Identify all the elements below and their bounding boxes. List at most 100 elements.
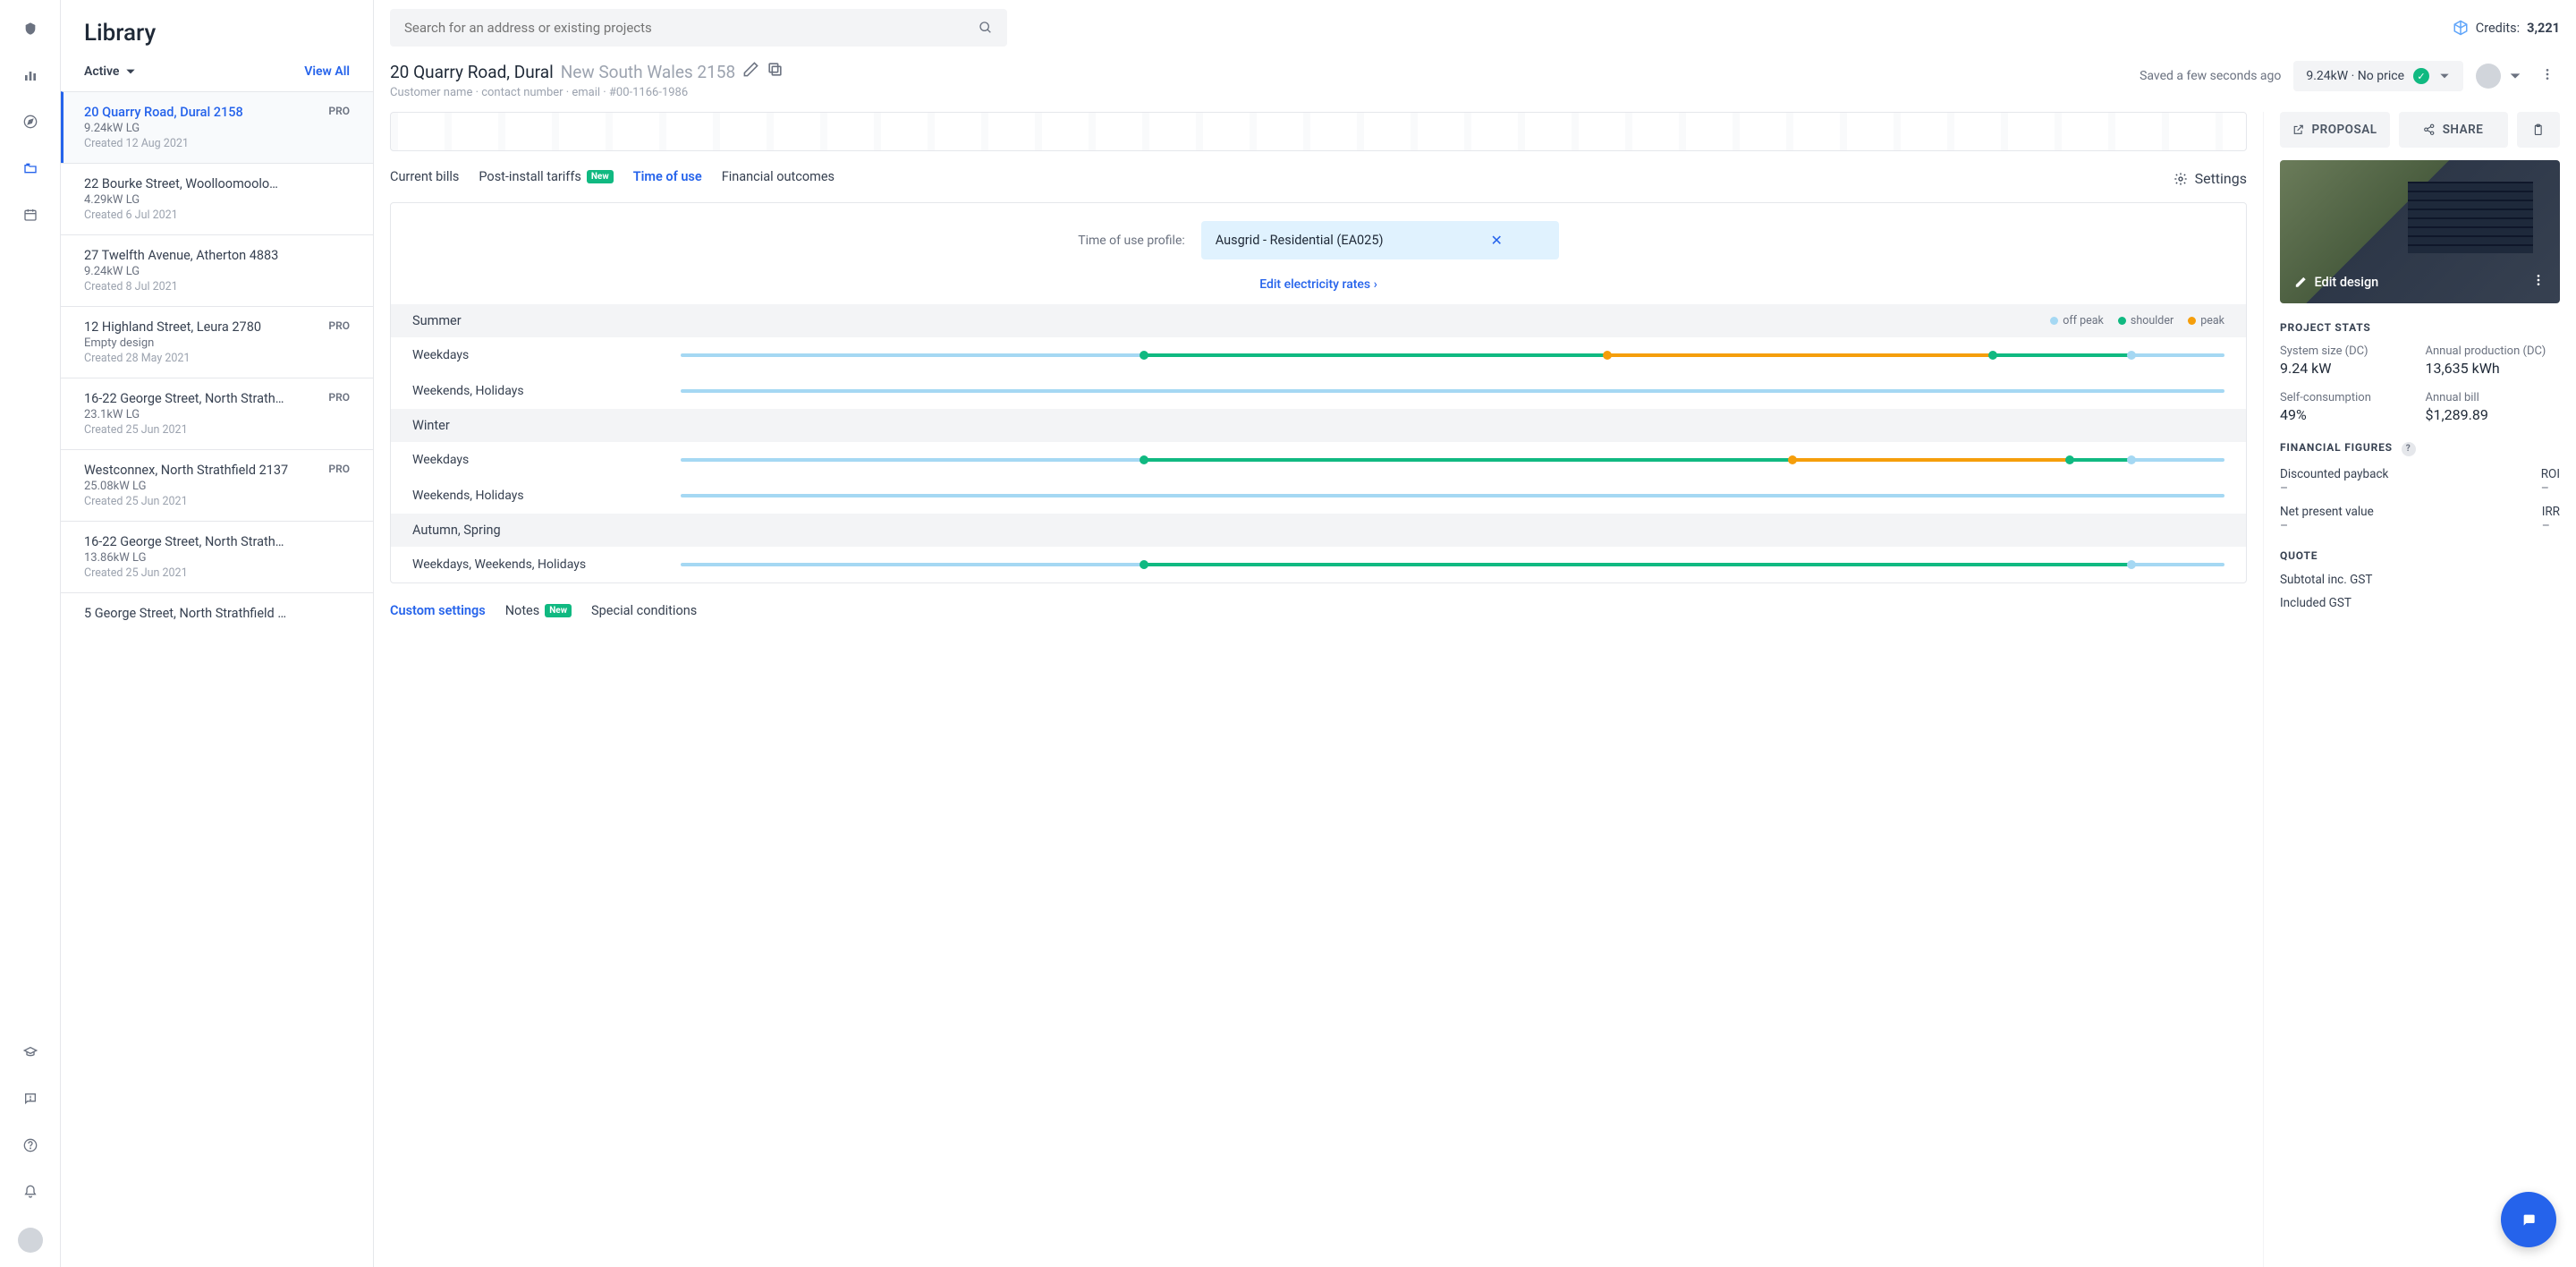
quote-included-gst: Included GST (2280, 596, 2351, 610)
owner-dropdown[interactable] (2476, 64, 2522, 89)
system-pill[interactable]: 9.24kW · No price ✓ (2293, 61, 2463, 91)
project-item[interactable]: 27 Twelfth Avenue, Atherton 4883 9.24kW … (61, 234, 373, 306)
close-icon[interactable]: ✕ (1491, 232, 1503, 249)
compass-icon[interactable] (20, 111, 41, 132)
tou-profile-label: Time of use profile: (1078, 234, 1185, 248)
project-item[interactable]: Westconnex, North Strathfield 2137PRO 25… (61, 449, 373, 521)
nav-rail (0, 0, 61, 1267)
stat-annual-production: Annual production (DC) 13,635 kWh (2426, 344, 2561, 377)
shield-icon[interactable] (20, 18, 41, 39)
settings-label: Settings (2195, 170, 2247, 187)
chart-icon[interactable] (20, 64, 41, 86)
topbar: Credits: 3,221 (374, 0, 2576, 55)
stat-self-consumption: Self-consumption 49% (2280, 391, 2415, 423)
tou-profile-name: Ausgrid - Residential (EA025) (1216, 233, 1384, 248)
credits-value: 3,221 (2527, 21, 2560, 36)
fig-payback: Discounted payback – (2280, 467, 2388, 496)
share-button[interactable]: SHARE (2399, 112, 2509, 148)
edit-rates-link[interactable]: Edit electricity rates › (391, 277, 2246, 304)
tou-row: Weekdays (391, 337, 2246, 373)
credits-label: Credits: (2476, 21, 2520, 36)
proposal-button[interactable]: PROPOSAL (2280, 112, 2390, 148)
tou-row: Weekdays (391, 442, 2246, 478)
external-link-icon (2292, 123, 2305, 136)
pencil-icon (2294, 276, 2308, 289)
help-icon[interactable] (20, 1135, 41, 1156)
project-item[interactable]: 16-22 George Street, North Strath… 13.86… (61, 521, 373, 592)
copy-icon[interactable] (767, 61, 784, 82)
clipboard-icon (2532, 123, 2545, 136)
project-header: 20 Quarry Road, Dural New South Wales 21… (374, 55, 2576, 112)
edit-icon[interactable] (742, 61, 759, 82)
gear-icon (2174, 172, 2188, 186)
project-address: 20 Quarry Road, Dural (390, 62, 554, 82)
proposal-label: PROPOSAL (2311, 123, 2377, 137)
chevron-down-icon (124, 65, 137, 78)
project-item[interactable]: 22 Bourke Street, Woolloomoolo… 4.29kW L… (61, 163, 373, 234)
chevron-right-icon: › (1374, 277, 1377, 292)
tou-row: Weekdays, Weekends, Holidays (391, 547, 2246, 582)
edit-design-button[interactable]: Edit design (2294, 275, 2378, 290)
tab-post-install[interactable]: Post-install tariffs New (479, 169, 613, 188)
tab-financial[interactable]: Financial outcomes (722, 169, 835, 188)
notes-label: Notes (505, 603, 540, 618)
project-item[interactable]: 5 George Street, North Strathfield … (61, 592, 373, 634)
design-more-menu[interactable] (2531, 273, 2546, 291)
chat-fab[interactable] (2501, 1192, 2556, 1247)
search-icon (979, 21, 993, 35)
season-header: Autumn, Spring (391, 514, 2246, 547)
chart-placeholder (390, 112, 2247, 151)
seasons-container: Summer off peak shoulder peak WeekdaysWe… (391, 304, 2246, 582)
chat-icon (2521, 1212, 2536, 1227)
library-title: Library (84, 20, 350, 47)
feedback-icon[interactable] (20, 1088, 41, 1110)
tariff-tabs: Current bills Post-install tariffs New T… (390, 169, 2247, 188)
project-item[interactable]: 12 Highland Street, Leura 2780PRO Empty … (61, 306, 373, 378)
help-icon[interactable]: ? (2402, 442, 2416, 456)
filter-dropdown[interactable]: Active (84, 64, 137, 79)
calendar-icon[interactable] (20, 204, 41, 225)
project-item[interactable]: 20 Quarry Road, Dural 2158PRO 9.24kW LG … (61, 91, 373, 163)
tou-card: Time of use profile: Ausgrid - Residenti… (390, 202, 2247, 583)
project-item[interactable]: 16-22 George Street, North Strath…PRO 23… (61, 378, 373, 449)
customer-line: Customer name · contact number · email ·… (390, 86, 2140, 99)
tab-time-of-use[interactable]: Time of use (633, 169, 702, 188)
center-column: Current bills Post-install tariffs New T… (374, 112, 2263, 1267)
filter-label: Active (84, 64, 119, 79)
view-all-link[interactable]: View All (304, 64, 350, 79)
bottom-tabs: Custom settings Notes New Special condit… (390, 603, 2247, 618)
season-header: Winter (391, 409, 2246, 442)
edit-rates-label: Edit electricity rates (1259, 277, 1370, 292)
fig-irr: IRR – (2542, 505, 2560, 533)
stat-annual-bill: Annual bill $1,289.89 (2426, 391, 2561, 423)
library-panel: Library Active View All 20 Quarry Road, … (61, 0, 374, 1267)
search-input[interactable] (404, 20, 979, 36)
saved-status: Saved a few seconds ago (2140, 69, 2281, 83)
tab-notes[interactable]: Notes New (505, 603, 572, 618)
fig-npv: Net present value – (2280, 505, 2374, 533)
user-avatar-small[interactable] (18, 1228, 43, 1253)
financial-figures-title: FINANCIAL FIGURES ? (2280, 441, 2560, 456)
graduation-icon[interactable] (20, 1042, 41, 1063)
tab-custom-settings[interactable]: Custom settings (390, 603, 486, 618)
tab-current-bills[interactable]: Current bills (390, 169, 459, 188)
design-preview[interactable]: Edit design (2280, 160, 2560, 303)
status-check-icon: ✓ (2413, 68, 2429, 84)
quote-title: QUOTE (2280, 549, 2560, 562)
new-badge: New (587, 170, 614, 183)
more-menu[interactable] (2535, 67, 2560, 85)
tab-settings[interactable]: Settings (2174, 170, 2247, 187)
avatar-icon (2476, 64, 2501, 89)
tab-special-conditions[interactable]: Special conditions (591, 603, 697, 618)
tou-row: Weekends, Holidays (391, 478, 2246, 514)
stat-system-size: System size (DC) 9.24 kW (2280, 344, 2415, 377)
clipboard-button[interactable] (2517, 112, 2560, 148)
search-box[interactable] (390, 9, 1007, 47)
tou-row: Weekends, Holidays (391, 373, 2246, 409)
project-stats-title: PROJECT STATS (2280, 321, 2560, 334)
folder-icon[interactable] (20, 157, 41, 179)
season-header: Summer off peak shoulder peak (391, 304, 2246, 337)
tou-profile-chip[interactable]: Ausgrid - Residential (EA025) ✕ (1201, 221, 1559, 259)
share-label: SHARE (2443, 123, 2484, 137)
bell-icon[interactable] (20, 1181, 41, 1203)
